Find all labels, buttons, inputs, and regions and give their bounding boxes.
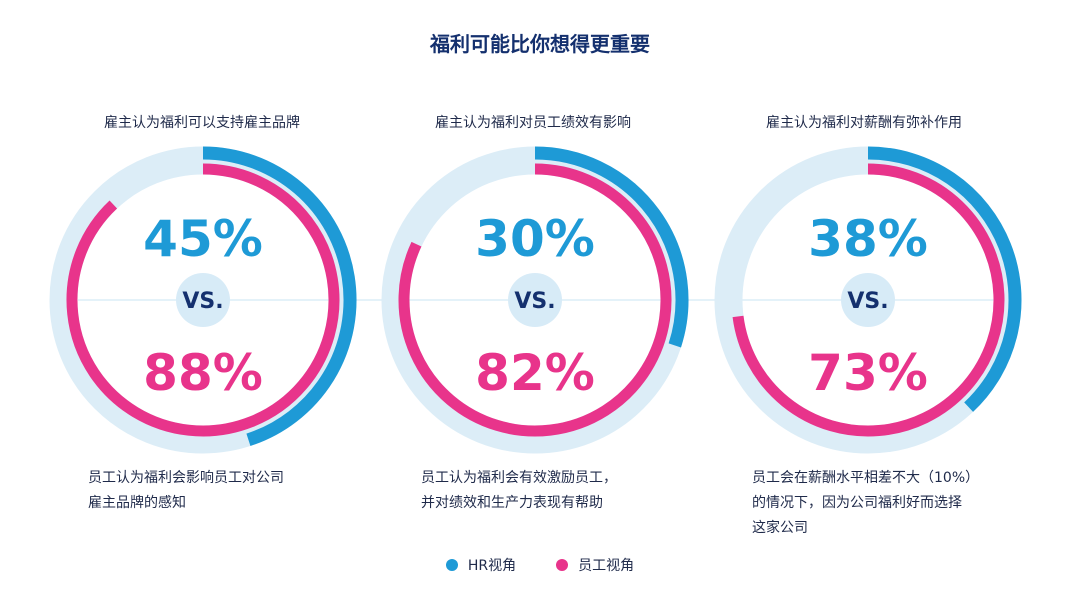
panel-1-employee-value-label: 88% bbox=[143, 344, 263, 402]
panel-3-bottom-line-2: 的情况下，因为公司福利好而选择 bbox=[752, 495, 962, 511]
panel-1-bottom-line-1: 员工认为福利会影响员工对公司 bbox=[88, 470, 284, 486]
panel-3-employee-arc bbox=[732, 163, 1005, 437]
panel-2-hr-arc bbox=[534, 146, 689, 348]
legend: HR视角 员工视角 bbox=[0, 555, 1080, 575]
panel-2-top-label: 雇主认为福利对员工绩效有影响 bbox=[435, 115, 631, 131]
panel-1-track-ring bbox=[49, 146, 357, 454]
legend-item-employee: 员工视角 bbox=[556, 555, 634, 575]
legend-item-hr: HR视角 bbox=[445, 555, 517, 575]
legend-hr-label: HR视角 bbox=[467, 558, 517, 574]
panel-2-vs-label: VS. bbox=[514, 289, 555, 314]
panel-3-hr-value-label: 38% bbox=[808, 210, 928, 268]
panel-2-vs-circle bbox=[508, 273, 562, 327]
panel-2-bottom-line-2: 并对绩效和生产力表现有帮助 bbox=[421, 495, 603, 511]
panel-1-hr-value-label: 45% bbox=[143, 210, 263, 268]
legend-employee-dot bbox=[556, 559, 569, 571]
panel-1-vs-label: VS. bbox=[182, 289, 223, 314]
panel-2-employee-value-label: 82% bbox=[475, 344, 595, 402]
panel-1-bottom-label: 员工认为福利会影响员工对公司 雇主品牌的感知 bbox=[88, 466, 388, 516]
panel-1-bottom-line-2: 雇主品牌的感知 bbox=[88, 495, 186, 511]
panel-3-vs-circle bbox=[841, 273, 895, 327]
panel-3-top-label: 雇主认为福利对薪酬有弥补作用 bbox=[766, 115, 962, 131]
panel-1-hr-arc bbox=[202, 146, 357, 446]
panel-2-bottom-label: 员工认为福利会有效激励员工， 并对绩效和生产力表现有帮助 bbox=[421, 466, 721, 516]
legend-hr-dot bbox=[445, 559, 458, 571]
panel-3-bottom-line-1: 员工会在薪酬水平相差不大（10%） bbox=[752, 470, 980, 486]
panel-1-vs-circle bbox=[176, 273, 230, 327]
panel-3-employee-value-label: 73% bbox=[808, 344, 928, 402]
chart-title: 福利可能比你想得更重要 bbox=[430, 32, 650, 56]
panel-1-employee-arc bbox=[66, 163, 340, 437]
panel-1-top-label: 雇主认为福利可以支持雇主品牌 bbox=[104, 115, 300, 131]
legend-employee-label: 员工视角 bbox=[578, 558, 635, 574]
panel-2-hr-value-label: 30% bbox=[475, 210, 595, 268]
panel-2-employee-arc bbox=[398, 163, 672, 437]
panel-2-track-ring bbox=[381, 146, 689, 454]
panel-3-bottom-label: 员工会在薪酬水平相差不大（10%） 的情况下，因为公司福利好而选择 这家公司 bbox=[752, 466, 1052, 541]
panel-3-track-ring bbox=[714, 146, 1022, 454]
panel-3-vs-label: VS. bbox=[847, 289, 888, 314]
panel-3-hr-arc bbox=[867, 146, 1022, 412]
panel-3-bottom-line-3: 这家公司 bbox=[752, 520, 808, 536]
panel-2-bottom-line-1: 员工认为福利会有效激励员工， bbox=[421, 470, 617, 486]
